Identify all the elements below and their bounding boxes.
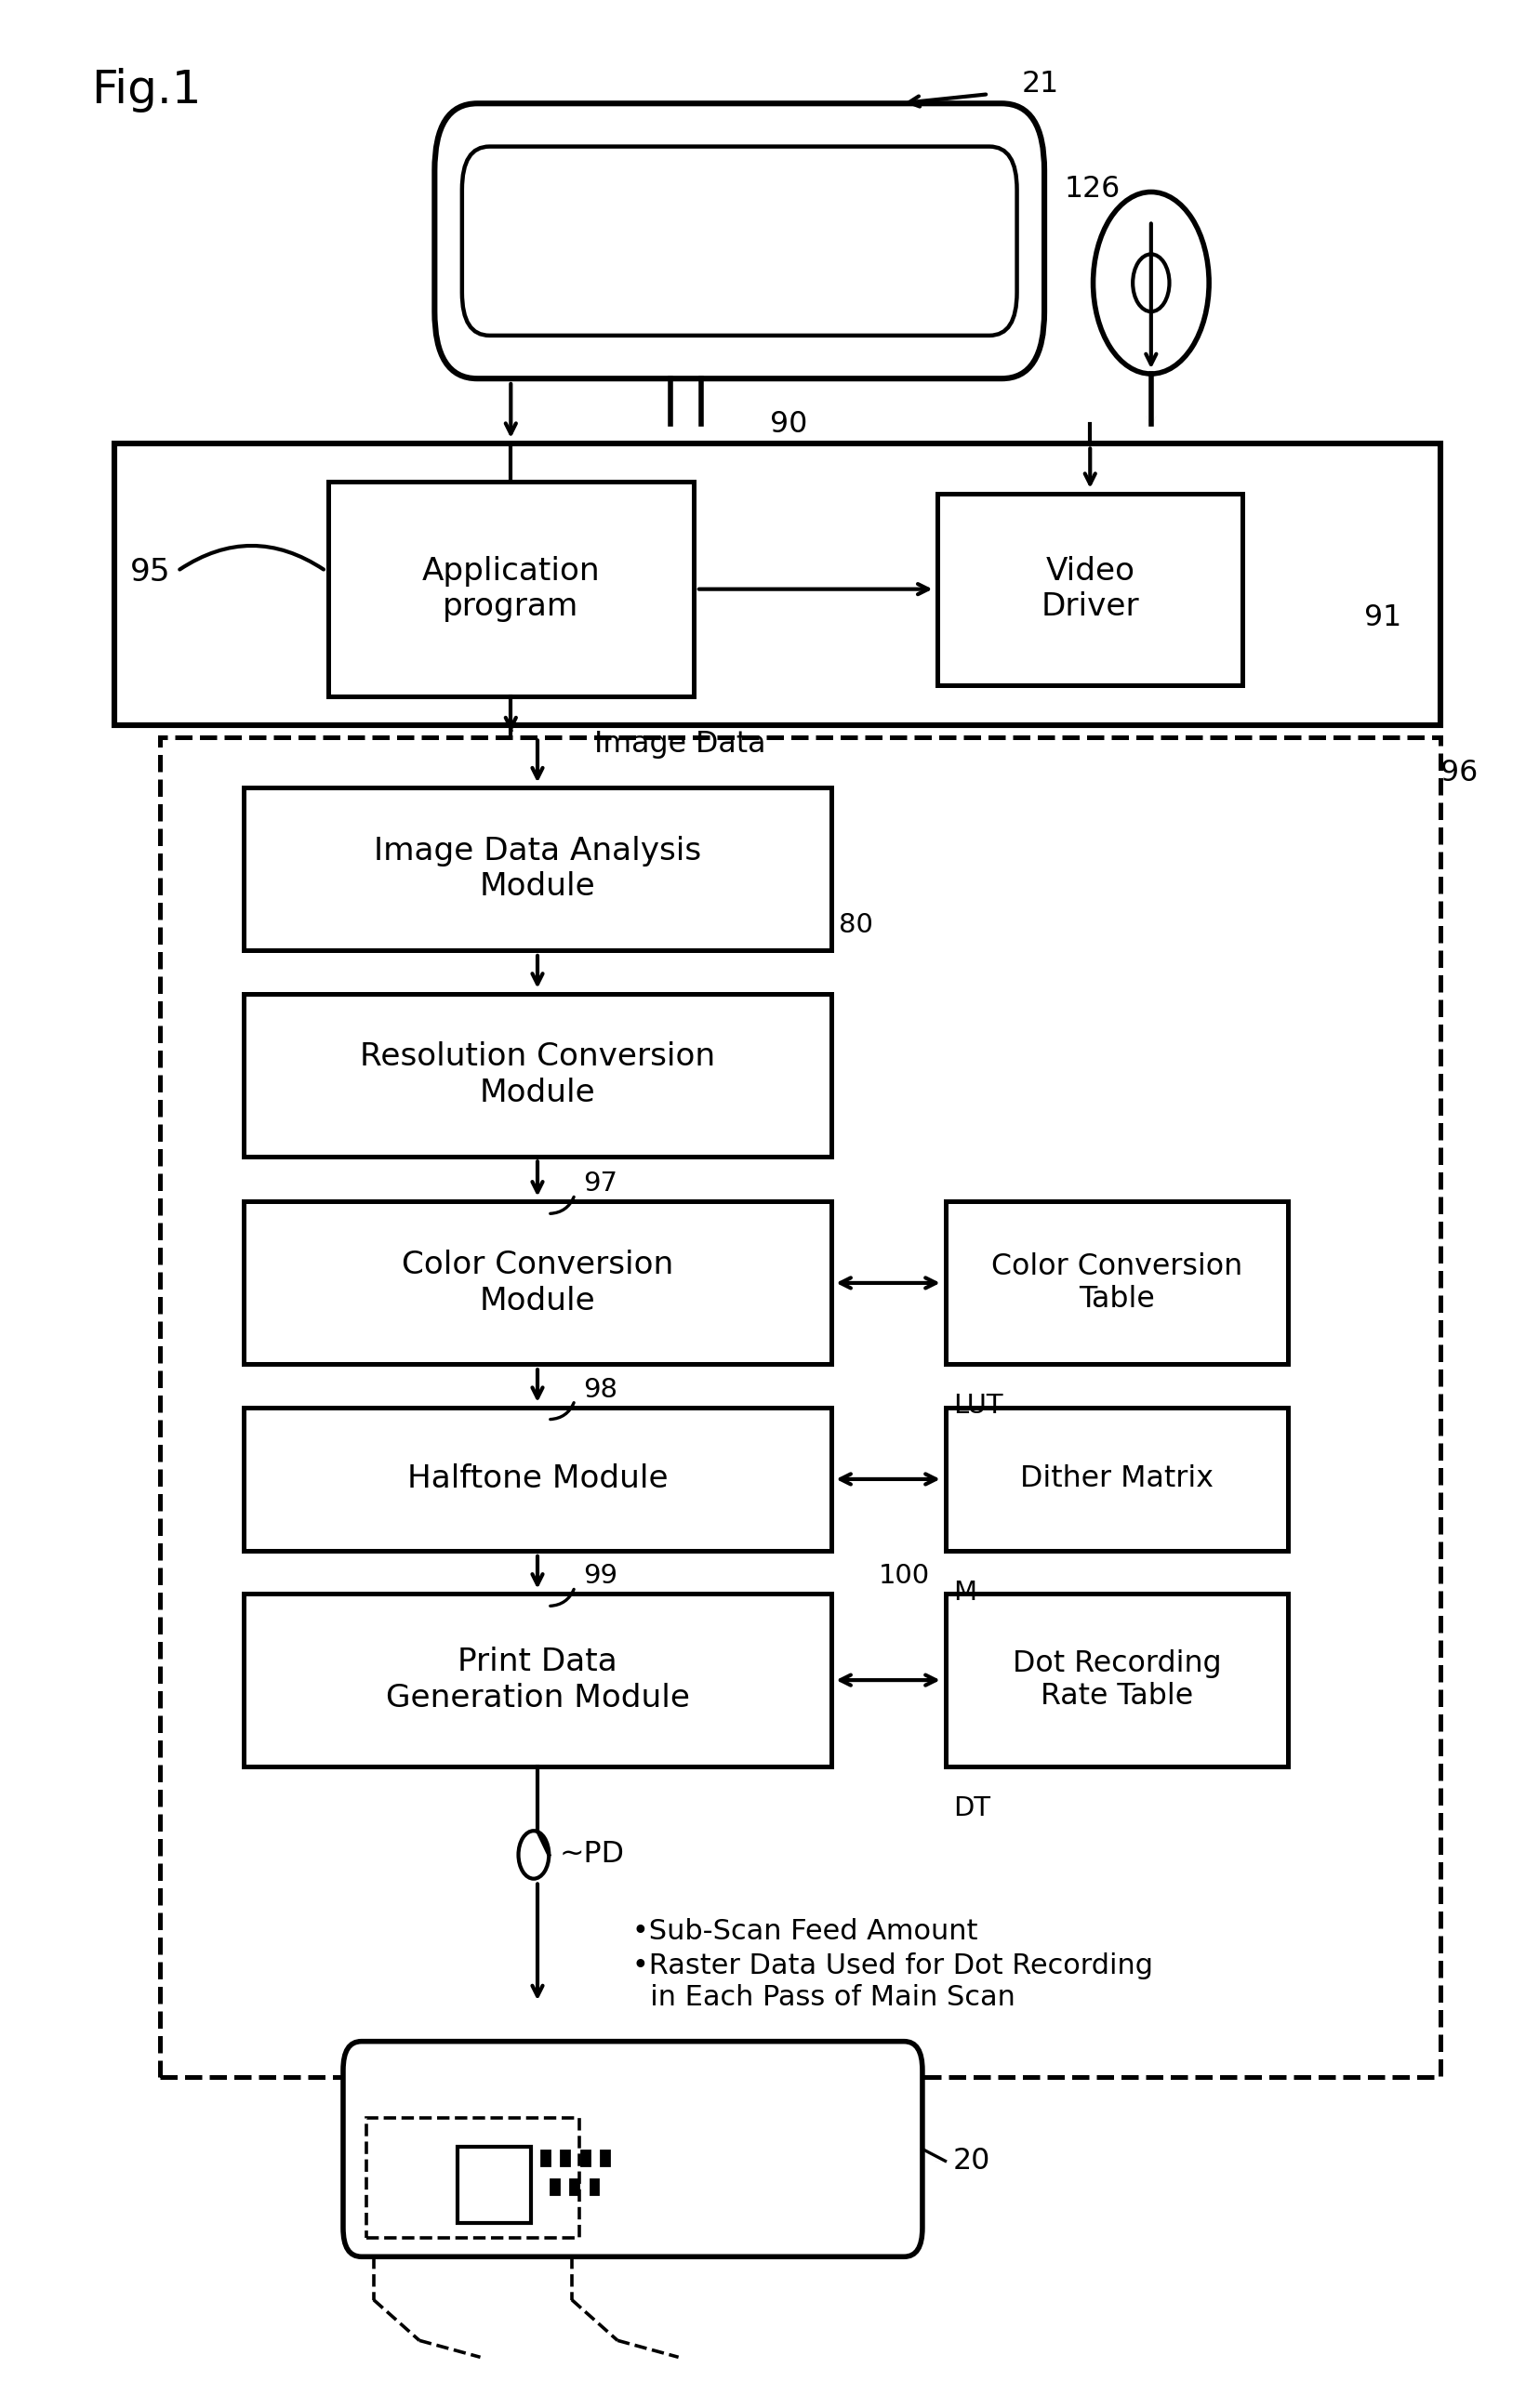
Bar bbox=[945, 1406, 1288, 1551]
Bar bbox=[243, 1202, 831, 1365]
Text: Resolution Conversion
Module: Resolution Conversion Module bbox=[360, 1043, 714, 1108]
Bar bbox=[243, 1594, 831, 1765]
Text: Dot Recording
Rate Table: Dot Recording Rate Table bbox=[1011, 1649, 1220, 1712]
Text: 21: 21 bbox=[1020, 70, 1059, 99]
Bar bbox=[589, 2179, 599, 2194]
Bar bbox=[160, 737, 1441, 2078]
FancyBboxPatch shape bbox=[343, 2042, 922, 2256]
Bar bbox=[945, 1202, 1288, 1365]
Text: 100: 100 bbox=[879, 1563, 930, 1589]
FancyBboxPatch shape bbox=[434, 104, 1043, 378]
Bar bbox=[243, 787, 831, 951]
Bar bbox=[114, 443, 1441, 725]
Text: Color Conversion
Module: Color Conversion Module bbox=[402, 1250, 673, 1317]
Text: 95: 95 bbox=[129, 556, 171, 588]
Text: 91: 91 bbox=[1364, 604, 1400, 633]
Bar bbox=[542, 2150, 549, 2165]
Text: Video
Driver: Video Driver bbox=[1040, 556, 1139, 621]
Text: Image Data: Image Data bbox=[594, 730, 766, 759]
Text: 126: 126 bbox=[1063, 176, 1119, 205]
Text: Halftone Module: Halftone Module bbox=[406, 1464, 668, 1495]
Text: ~PD: ~PD bbox=[559, 1840, 625, 1869]
Text: 98: 98 bbox=[583, 1377, 617, 1401]
Bar bbox=[243, 1406, 831, 1551]
Bar bbox=[243, 995, 831, 1156]
Text: 20: 20 bbox=[953, 2146, 990, 2174]
Text: Color Conversion
Table: Color Conversion Table bbox=[991, 1252, 1242, 1315]
Bar bbox=[937, 494, 1242, 684]
Text: Print Data
Generation Module: Print Data Generation Module bbox=[385, 1647, 689, 1712]
Bar bbox=[945, 1594, 1288, 1765]
Bar bbox=[328, 482, 694, 696]
Text: M: M bbox=[953, 1580, 976, 1606]
Text: Image Data Analysis
Module: Image Data Analysis Module bbox=[374, 836, 700, 903]
FancyBboxPatch shape bbox=[462, 147, 1016, 335]
Text: DT: DT bbox=[953, 1794, 990, 1820]
Bar bbox=[580, 2150, 589, 2165]
Text: •Raster Data Used for Dot Recording
  in Each Pass of Main Scan: •Raster Data Used for Dot Recording in E… bbox=[633, 1953, 1153, 2011]
Text: 97: 97 bbox=[583, 1170, 617, 1197]
Text: Application
program: Application program bbox=[422, 556, 600, 621]
Bar bbox=[600, 2150, 608, 2165]
Bar bbox=[457, 2146, 531, 2223]
Text: Dither Matrix: Dither Matrix bbox=[1019, 1464, 1213, 1493]
Text: 80: 80 bbox=[839, 913, 873, 939]
Text: •Sub-Scan Feed Amount: •Sub-Scan Feed Amount bbox=[633, 1917, 977, 1946]
Text: 99: 99 bbox=[583, 1563, 617, 1589]
Text: Fig.1: Fig.1 bbox=[91, 67, 202, 113]
Text: 96: 96 bbox=[1441, 759, 1477, 787]
Bar bbox=[560, 2150, 569, 2165]
Bar bbox=[569, 2179, 579, 2194]
Bar bbox=[366, 2119, 579, 2237]
Text: 90: 90 bbox=[770, 409, 806, 438]
Text: LUT: LUT bbox=[953, 1392, 1002, 1418]
Bar bbox=[549, 2179, 559, 2194]
